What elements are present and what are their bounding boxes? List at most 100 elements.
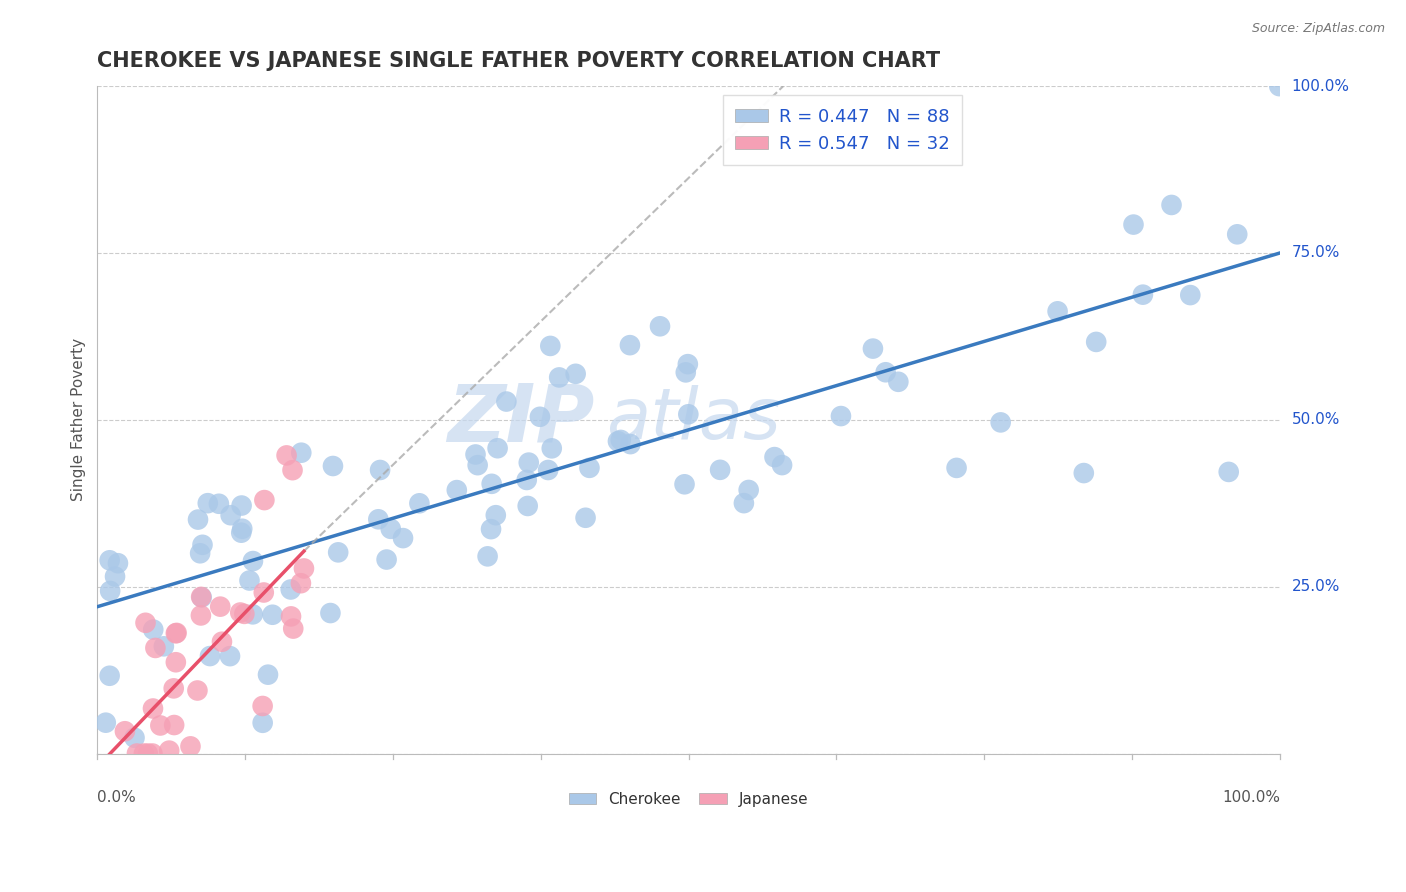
Point bbox=[208, 497, 231, 511]
Point bbox=[163, 681, 186, 696]
Point bbox=[1132, 287, 1154, 301]
Point bbox=[538, 339, 561, 353]
Point bbox=[678, 407, 700, 421]
Point bbox=[290, 446, 312, 460]
Point bbox=[887, 375, 910, 389]
Point bbox=[1268, 79, 1291, 94]
Point bbox=[1218, 465, 1240, 479]
Point bbox=[733, 496, 755, 510]
Point bbox=[165, 626, 187, 640]
Point bbox=[252, 715, 274, 730]
Point bbox=[262, 607, 284, 622]
Point bbox=[114, 724, 136, 739]
Point bbox=[467, 458, 489, 472]
Point bbox=[408, 496, 430, 510]
Point bbox=[242, 554, 264, 568]
Point bbox=[328, 545, 350, 559]
Point bbox=[142, 701, 165, 715]
Point bbox=[673, 477, 696, 491]
Point bbox=[125, 747, 148, 761]
Point bbox=[187, 512, 209, 526]
Point bbox=[574, 510, 596, 524]
Point bbox=[134, 615, 156, 630]
Point bbox=[380, 522, 402, 536]
Text: 100.0%: 100.0% bbox=[1292, 78, 1350, 94]
Point bbox=[578, 460, 600, 475]
Point bbox=[709, 463, 731, 477]
Point bbox=[179, 739, 201, 754]
Point bbox=[495, 394, 517, 409]
Point bbox=[477, 549, 499, 564]
Point bbox=[606, 434, 628, 449]
Point bbox=[1046, 304, 1069, 318]
Point bbox=[190, 591, 212, 605]
Point bbox=[165, 655, 187, 669]
Point bbox=[141, 747, 163, 761]
Point bbox=[675, 365, 697, 379]
Point bbox=[191, 538, 214, 552]
Point bbox=[486, 441, 509, 455]
Point bbox=[281, 463, 304, 477]
Point bbox=[945, 461, 967, 475]
Point bbox=[392, 531, 415, 545]
Point bbox=[830, 409, 852, 423]
Point bbox=[763, 450, 786, 464]
Point bbox=[166, 626, 188, 640]
Text: atlas: atlas bbox=[606, 385, 780, 454]
Point bbox=[1085, 334, 1108, 349]
Point bbox=[280, 609, 302, 624]
Point bbox=[292, 561, 315, 575]
Point bbox=[1073, 466, 1095, 480]
Point bbox=[136, 747, 159, 761]
Point bbox=[186, 683, 208, 698]
Point bbox=[619, 338, 641, 352]
Point bbox=[990, 416, 1012, 430]
Point bbox=[862, 342, 884, 356]
Point bbox=[322, 458, 344, 473]
Point bbox=[233, 607, 256, 621]
Point bbox=[145, 640, 167, 655]
Text: 25.0%: 25.0% bbox=[1292, 579, 1340, 594]
Point bbox=[367, 512, 389, 526]
Legend: Cherokee, Japanese: Cherokee, Japanese bbox=[562, 785, 814, 813]
Point bbox=[190, 590, 212, 604]
Text: CHEROKEE VS JAPANESE SINGLE FATHER POVERTY CORRELATION CHART: CHEROKEE VS JAPANESE SINGLE FATHER POVER… bbox=[97, 51, 941, 70]
Point bbox=[537, 463, 560, 477]
Point bbox=[257, 667, 280, 681]
Point bbox=[219, 649, 242, 664]
Point bbox=[231, 525, 253, 540]
Point bbox=[142, 623, 165, 637]
Point bbox=[516, 473, 538, 487]
Point bbox=[188, 546, 211, 560]
Point bbox=[290, 576, 312, 591]
Point bbox=[98, 669, 121, 683]
Point bbox=[104, 569, 127, 583]
Point bbox=[276, 449, 298, 463]
Point bbox=[485, 508, 508, 523]
Point bbox=[1122, 218, 1144, 232]
Point bbox=[242, 607, 264, 622]
Point bbox=[517, 456, 540, 470]
Point bbox=[610, 433, 633, 447]
Point bbox=[98, 553, 121, 567]
Point bbox=[149, 718, 172, 732]
Point bbox=[211, 634, 233, 648]
Y-axis label: Single Father Poverty: Single Father Poverty bbox=[72, 338, 86, 501]
Text: 0.0%: 0.0% bbox=[97, 790, 136, 805]
Point bbox=[283, 622, 305, 636]
Point bbox=[94, 715, 117, 730]
Point bbox=[648, 319, 671, 334]
Point bbox=[229, 606, 252, 620]
Point bbox=[564, 367, 586, 381]
Text: ZIP: ZIP bbox=[447, 381, 593, 458]
Point bbox=[1180, 288, 1202, 302]
Point bbox=[875, 365, 897, 379]
Point bbox=[1160, 198, 1182, 212]
Point bbox=[153, 640, 176, 654]
Point bbox=[190, 608, 212, 623]
Point bbox=[157, 744, 180, 758]
Point bbox=[446, 483, 468, 497]
Point bbox=[253, 493, 276, 508]
Point bbox=[770, 458, 793, 472]
Point bbox=[253, 585, 276, 599]
